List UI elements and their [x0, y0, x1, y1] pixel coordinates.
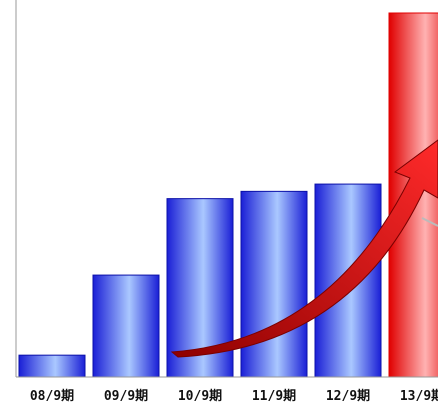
x-tick-label: 11/9期	[252, 389, 296, 404]
x-tick-label: 13/9期	[400, 389, 438, 404]
bar-1	[18, 354, 86, 378]
bar-2	[92, 274, 160, 378]
growth-arrow	[170, 139, 438, 358]
bar-4	[240, 190, 308, 378]
x-tick-label: 12/9期	[326, 389, 370, 404]
callout-pointer	[421, 217, 438, 227]
x-tick-label: 08/9期	[30, 389, 74, 404]
x-tick-label: 09/9期	[104, 389, 148, 404]
x-tick-label: 10/9期	[178, 389, 222, 404]
